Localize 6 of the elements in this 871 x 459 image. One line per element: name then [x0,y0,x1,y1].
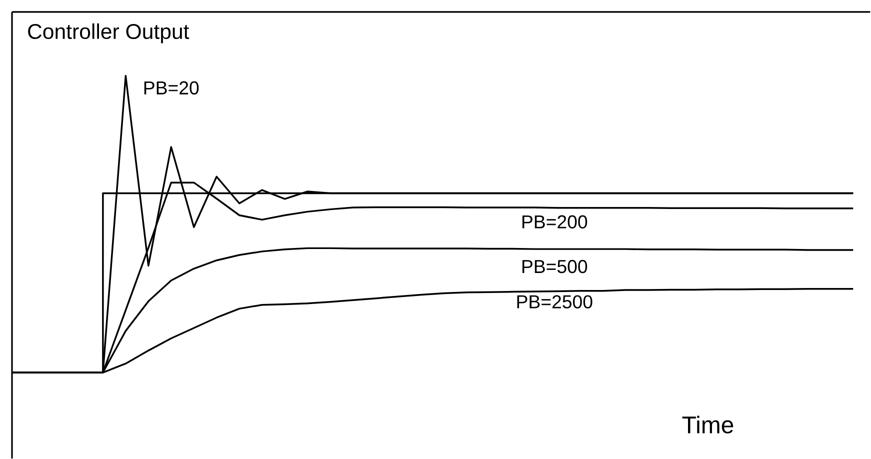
series-label: PB=2500 [517,295,592,308]
y-axis-title: Controller Output [28,23,190,44]
series-label: PB=500 [522,260,588,273]
series-label: PB=200 [522,215,588,228]
series-label: PB=20 [144,81,199,94]
x-axis-title: Time [682,416,734,434]
